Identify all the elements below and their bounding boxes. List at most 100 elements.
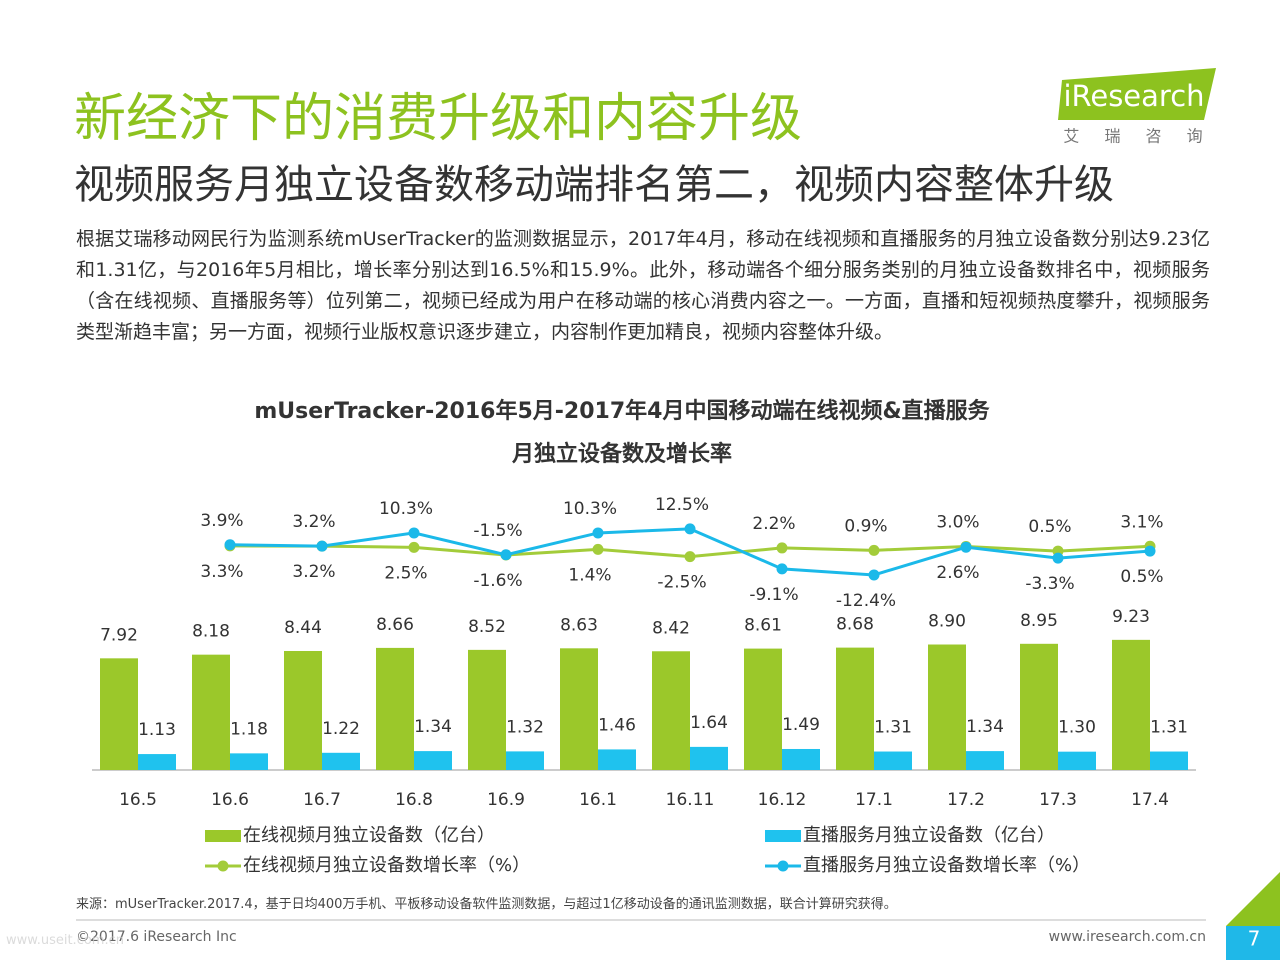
bar [138, 754, 176, 770]
value-label: 8.63 [560, 615, 598, 635]
legend-swatch [777, 860, 789, 872]
bar [1112, 639, 1150, 770]
value-label: 2.6% [936, 563, 979, 583]
line-point [960, 541, 972, 553]
value-label: 0.5% [1028, 517, 1071, 537]
bar [744, 648, 782, 770]
legend-label: 在线视频月独立设备数增长率（%） [243, 855, 530, 876]
value-label: 2.5% [384, 563, 427, 583]
value-label: 1.30 [1058, 718, 1096, 738]
watermark: www.useit.com.cn [6, 933, 124, 948]
value-label: 1.13 [138, 720, 176, 740]
x-tick-label: 17.4 [1131, 790, 1169, 810]
logo: iResearch [1063, 79, 1204, 113]
value-label: 1.64 [690, 713, 728, 733]
value-label: 2.2% [752, 514, 795, 534]
value-label: 1.4% [568, 565, 611, 585]
x-tick-label: 16.11 [666, 790, 715, 810]
value-label: 8.61 [744, 616, 782, 636]
line-point [408, 541, 420, 553]
line-point [408, 527, 420, 539]
page-number: 7 [1248, 927, 1261, 951]
line-point [316, 540, 328, 552]
corner-blue [1226, 926, 1280, 960]
line-point [684, 551, 696, 563]
value-label: 8.90 [928, 612, 966, 632]
value-label: 1.32 [506, 717, 544, 737]
copyright: ©2017.6 iResearch Inc [76, 929, 237, 945]
bar [598, 749, 636, 770]
source: 来源：mUserTracker.2017.4，基于日均400万手机、平板移动设备… [76, 897, 897, 912]
legend-label: 直播服务月独立设备数增长率（%） [803, 855, 1090, 876]
legend-swatch [205, 830, 241, 842]
x-tick-label: 16.6 [211, 790, 249, 810]
line-point [500, 549, 512, 561]
value-label: 3.9% [200, 511, 243, 531]
value-label: 8.44 [284, 618, 322, 638]
bar [652, 651, 690, 770]
value-label: 9.23 [1112, 607, 1150, 627]
line-point [684, 523, 696, 535]
slide-title: 新经济下的消费升级和内容升级 [74, 89, 803, 149]
bar [560, 648, 598, 770]
x-tick-label: 17.3 [1039, 790, 1077, 810]
bar [928, 644, 966, 770]
value-label: 0.9% [844, 516, 887, 536]
line-point [224, 539, 236, 551]
bar [1058, 751, 1096, 770]
x-tick-label: 16.5 [119, 790, 157, 810]
logo-shape [1058, 68, 1216, 120]
bar [874, 751, 912, 770]
bar [414, 751, 452, 770]
bar [506, 751, 544, 770]
legend-swatch [217, 860, 229, 872]
bar [322, 752, 360, 770]
bar [966, 751, 1004, 770]
x-tick-label: 16.1 [579, 790, 617, 810]
value-label: 8.18 [192, 622, 230, 642]
bar [1020, 643, 1058, 770]
value-label: 1.34 [966, 717, 1004, 737]
value-label: -3.3% [1025, 574, 1074, 594]
bar [284, 650, 322, 770]
bar [1150, 751, 1188, 770]
value-label: 8.42 [652, 618, 690, 638]
value-label: 7.92 [100, 625, 138, 645]
value-label: 8.52 [468, 617, 506, 637]
line-point [868, 569, 880, 581]
bar [100, 658, 138, 770]
value-label: 0.5% [1120, 567, 1163, 587]
body-text: 根据艾瑞移动网民行为监测系统mUserTracker的监测数据显示，2017年4… [76, 228, 1210, 343]
bar [782, 748, 820, 770]
bar [230, 753, 268, 770]
value-label: -12.4% [836, 591, 896, 611]
x-tick-label: 16.12 [758, 790, 807, 810]
line-point [1144, 545, 1156, 557]
bar [690, 746, 728, 770]
value-label: 1.46 [598, 715, 636, 735]
x-tick-label: 17.1 [855, 790, 893, 810]
value-label: 1.31 [1150, 718, 1188, 738]
slide-subtitle: 视频服务月独立设备数移动端排名第二，视频内容整体升级 [74, 162, 1114, 208]
footer-url: www.iresearch.com.cn [1048, 929, 1206, 945]
line-point [592, 543, 604, 555]
bar [468, 649, 506, 770]
value-label: 1.18 [230, 719, 268, 739]
chart-subtitle: 月独立设备数及增长率 [511, 441, 732, 467]
value-label: 1.49 [782, 715, 820, 735]
value-label: 3.1% [1120, 512, 1163, 532]
logo-cn: 艾 瑞 咨 询 [1063, 127, 1212, 146]
value-label: -2.5% [657, 573, 706, 593]
value-label: 8.68 [836, 615, 874, 635]
value-label: 1.22 [322, 719, 360, 739]
value-label: 3.3% [200, 562, 243, 582]
x-tick-label: 16.7 [303, 790, 341, 810]
legend-label: 直播服务月独立设备数（亿台） [803, 825, 1055, 846]
value-label: 10.3% [563, 499, 617, 519]
line-point [1052, 552, 1064, 564]
value-label: 3.2% [292, 512, 335, 532]
bar [836, 647, 874, 770]
value-label: 3.2% [292, 562, 335, 582]
x-tick-label: 17.2 [947, 790, 985, 810]
value-label: -1.6% [473, 571, 522, 591]
